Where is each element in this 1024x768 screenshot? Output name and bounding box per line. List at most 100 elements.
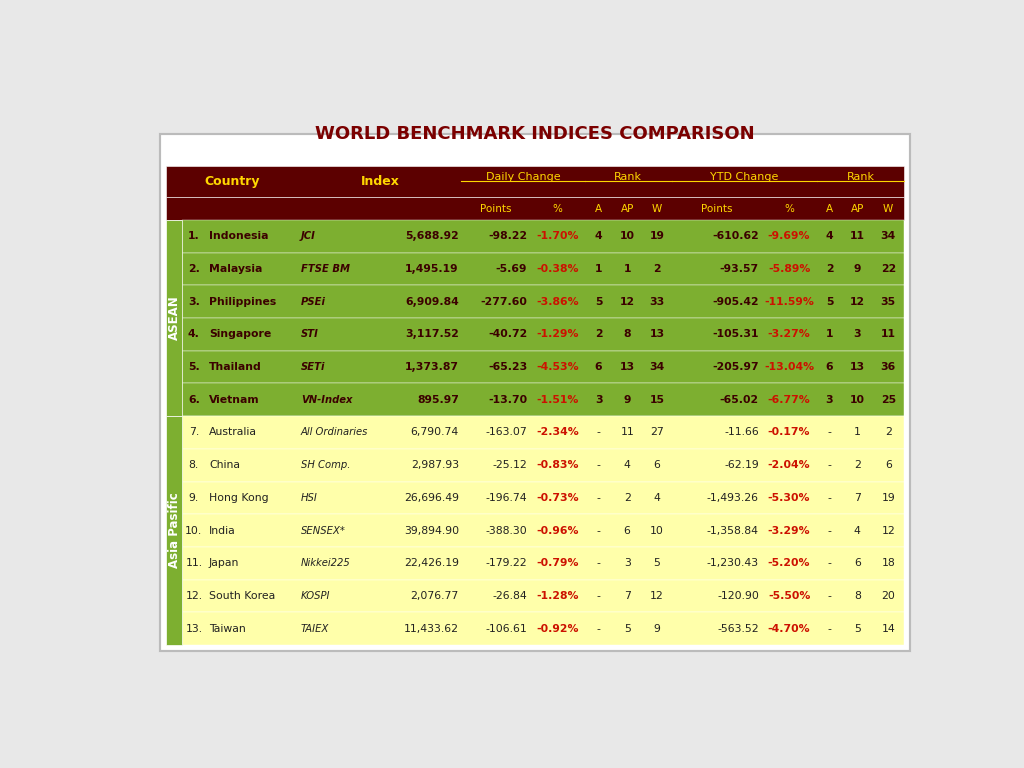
Text: -5.20%: -5.20% xyxy=(768,558,810,568)
Text: 9: 9 xyxy=(624,395,631,405)
Text: 2: 2 xyxy=(825,264,834,274)
Text: -: - xyxy=(827,624,831,634)
Text: -106.61: -106.61 xyxy=(485,624,527,634)
Text: 20: 20 xyxy=(882,591,895,601)
Text: -5.50%: -5.50% xyxy=(768,591,810,601)
Text: 11,433.62: 11,433.62 xyxy=(403,624,459,634)
Text: 12: 12 xyxy=(850,296,865,306)
Text: SETi: SETi xyxy=(301,362,326,372)
Text: Daily Change: Daily Change xyxy=(486,172,560,182)
Text: 12: 12 xyxy=(650,591,664,601)
Text: 7.: 7. xyxy=(188,428,199,438)
Text: 7: 7 xyxy=(624,591,631,601)
Text: 5: 5 xyxy=(854,624,861,634)
Text: 6,909.84: 6,909.84 xyxy=(406,296,459,306)
Text: 9: 9 xyxy=(854,264,861,274)
Text: %: % xyxy=(784,204,794,214)
Text: 11: 11 xyxy=(850,231,865,241)
Text: 5,688.92: 5,688.92 xyxy=(406,231,459,241)
Text: Philippines: Philippines xyxy=(209,296,276,306)
Text: 15: 15 xyxy=(649,395,665,405)
Text: 13: 13 xyxy=(649,329,665,339)
Text: -: - xyxy=(597,624,600,634)
Text: All Ordinaries: All Ordinaries xyxy=(301,428,369,438)
Text: 9.: 9. xyxy=(188,493,199,503)
Text: A: A xyxy=(826,204,834,214)
Text: -9.69%: -9.69% xyxy=(768,231,810,241)
Text: -93.57: -93.57 xyxy=(720,264,759,274)
Text: 2: 2 xyxy=(885,428,892,438)
Text: -388.30: -388.30 xyxy=(485,525,527,535)
Text: 3.: 3. xyxy=(188,296,200,306)
Bar xyxy=(182,285,904,318)
Text: 4: 4 xyxy=(595,231,602,241)
Text: 1: 1 xyxy=(854,428,861,438)
Text: Thailand: Thailand xyxy=(209,362,262,372)
Text: Vietnam: Vietnam xyxy=(209,395,259,405)
Bar xyxy=(166,166,904,197)
Text: -4.53%: -4.53% xyxy=(536,362,579,372)
Text: 11: 11 xyxy=(881,329,896,339)
Text: Rank: Rank xyxy=(847,172,874,182)
Text: 6: 6 xyxy=(854,558,861,568)
Text: -: - xyxy=(597,591,600,601)
Text: 2.: 2. xyxy=(188,264,200,274)
Text: 1,373.87: 1,373.87 xyxy=(404,362,459,372)
Bar xyxy=(182,220,904,253)
Text: 36: 36 xyxy=(881,362,896,372)
Text: 19: 19 xyxy=(649,231,665,241)
Text: 4: 4 xyxy=(825,231,834,241)
Text: -13.04%: -13.04% xyxy=(764,362,814,372)
Text: -: - xyxy=(597,525,600,535)
Text: 13.: 13. xyxy=(185,624,203,634)
Text: -563.52: -563.52 xyxy=(717,624,759,634)
Text: 2,987.93: 2,987.93 xyxy=(411,460,459,470)
Text: -2.34%: -2.34% xyxy=(536,428,579,438)
Text: 5: 5 xyxy=(825,296,834,306)
Text: ASEAN: ASEAN xyxy=(168,296,180,340)
Text: -0.17%: -0.17% xyxy=(768,428,810,438)
Text: 10: 10 xyxy=(850,395,865,405)
Text: 6.: 6. xyxy=(188,395,200,405)
Bar xyxy=(182,449,904,482)
Text: 6,790.74: 6,790.74 xyxy=(411,428,459,438)
Text: -: - xyxy=(827,558,831,568)
Text: 3,117.52: 3,117.52 xyxy=(406,329,459,339)
Text: 19: 19 xyxy=(882,493,895,503)
Text: -1.70%: -1.70% xyxy=(537,231,579,241)
Text: -179.22: -179.22 xyxy=(485,558,527,568)
Bar xyxy=(182,612,904,645)
Text: 2: 2 xyxy=(854,460,861,470)
Text: -1.28%: -1.28% xyxy=(537,591,579,601)
Text: -: - xyxy=(827,525,831,535)
Text: 13: 13 xyxy=(850,362,865,372)
Text: STI: STI xyxy=(301,329,318,339)
Text: 12.: 12. xyxy=(185,591,203,601)
Text: -2.04%: -2.04% xyxy=(768,460,810,470)
Text: Singapore: Singapore xyxy=(209,329,271,339)
Text: -: - xyxy=(827,428,831,438)
Bar xyxy=(166,416,182,645)
Text: PSEi: PSEi xyxy=(301,296,326,306)
Text: 4.: 4. xyxy=(188,329,200,339)
Text: HSI: HSI xyxy=(301,493,317,503)
Text: Asia Pasific: Asia Pasific xyxy=(168,493,180,568)
Text: 10: 10 xyxy=(620,231,635,241)
Text: 10.: 10. xyxy=(185,525,203,535)
Text: Indonesia: Indonesia xyxy=(209,231,268,241)
Text: -: - xyxy=(597,493,600,503)
Text: India: India xyxy=(209,525,236,535)
Text: -5.89%: -5.89% xyxy=(768,264,810,274)
Text: -: - xyxy=(597,428,600,438)
Bar xyxy=(160,134,910,651)
Text: 8: 8 xyxy=(854,591,861,601)
Text: 22: 22 xyxy=(881,264,896,274)
Text: -: - xyxy=(827,493,831,503)
Bar xyxy=(182,482,904,515)
Text: 3: 3 xyxy=(825,395,834,405)
Text: 4: 4 xyxy=(854,525,861,535)
Text: YTD Change: YTD Change xyxy=(710,172,778,182)
Text: 14: 14 xyxy=(882,624,895,634)
Text: SH Comp.: SH Comp. xyxy=(301,460,350,470)
Text: -6.77%: -6.77% xyxy=(768,395,810,405)
